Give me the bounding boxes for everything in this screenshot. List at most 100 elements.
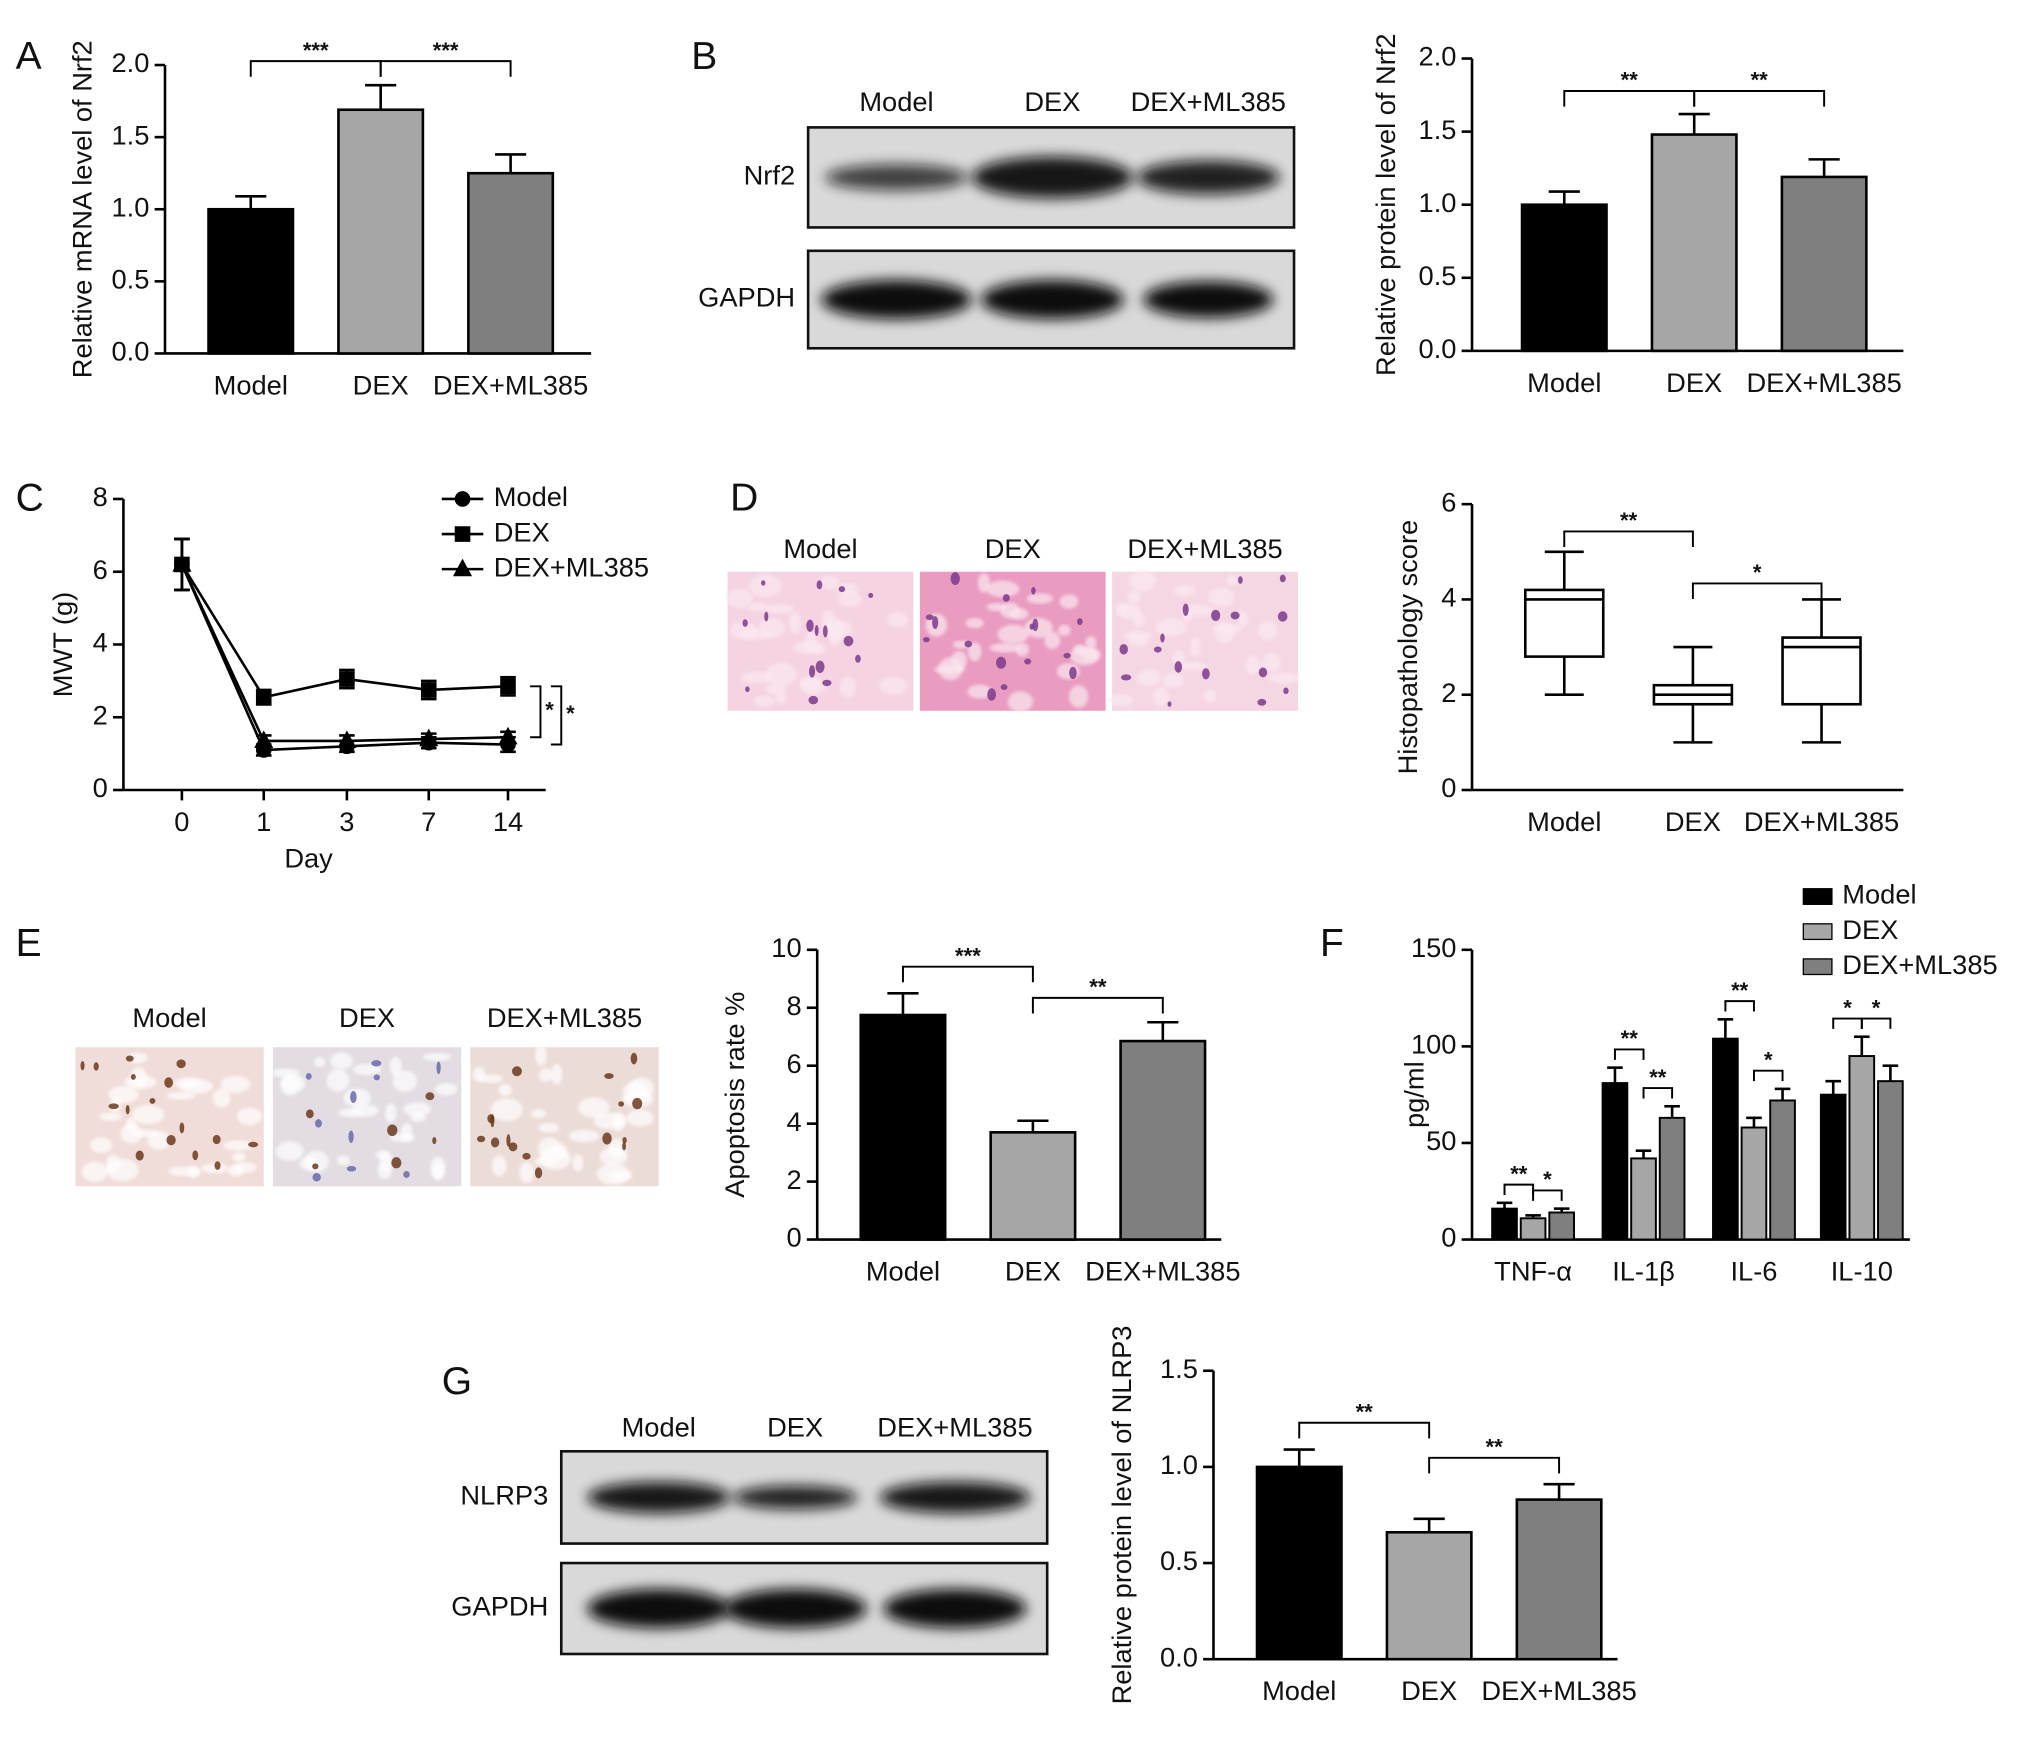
tissue-texture	[978, 573, 990, 593]
significance-label: **	[1089, 975, 1107, 1000]
legend-label: DEX+ML385	[494, 551, 649, 582]
tissue-texture	[336, 1155, 350, 1166]
tissue-texture	[578, 1097, 610, 1118]
cell-nucleus	[348, 1130, 354, 1143]
legend-marker	[454, 526, 471, 542]
bar	[1119, 1039, 1207, 1241]
panel-label: G	[442, 1360, 472, 1403]
cell-nucleus	[125, 1104, 130, 1115]
y-tick-label: 100	[1411, 1029, 1457, 1060]
significance-bracket	[530, 685, 542, 739]
significance-label: *	[566, 701, 575, 726]
point	[255, 689, 272, 706]
cell-nucleus	[391, 1157, 402, 1169]
cell-nucleus	[1160, 633, 1165, 643]
y-tick-label: 0.5	[1160, 1545, 1198, 1576]
tissue-texture	[491, 1155, 507, 1177]
x-tick-label: 14	[493, 806, 523, 837]
cell-nucleus	[1283, 687, 1289, 695]
cell-nucleus	[176, 1059, 186, 1069]
significance-bracket	[1563, 90, 1696, 107]
x-tick-label: DEX	[1666, 367, 1722, 398]
cell-nucleus	[387, 1124, 398, 1137]
lane-label: Model	[783, 533, 857, 564]
lane-label: DEX	[767, 1411, 823, 1442]
tissue-texture	[1059, 594, 1079, 609]
y-tick-label: 1.5	[112, 119, 150, 150]
tissue-texture	[99, 1112, 123, 1121]
panel-label: F	[1320, 922, 1344, 965]
cell-nucleus	[987, 688, 997, 701]
blot-band	[732, 1485, 858, 1510]
cell-nucleus	[425, 1092, 435, 1101]
tissue-texture	[236, 1107, 263, 1126]
y-tick-label: 6	[1441, 486, 1456, 517]
tissue-texture	[538, 1068, 553, 1082]
y-tick-label: 1.5	[1419, 114, 1457, 145]
y-tick-label: 0	[93, 772, 108, 803]
cell-nucleus	[506, 1134, 511, 1147]
significance-label: ***	[303, 38, 329, 63]
tissue-texture	[766, 603, 795, 614]
x-axis-label: Day	[284, 842, 333, 873]
bar	[1819, 1093, 1847, 1241]
tissue-texture	[753, 695, 775, 707]
y-tick-label: 1.0	[1160, 1449, 1198, 1480]
significance-label: *	[1872, 995, 1881, 1020]
tissue-texture	[490, 1098, 523, 1121]
tissue-texture	[531, 1109, 546, 1119]
cell-nucleus	[950, 572, 960, 586]
tissue-texture	[538, 1122, 560, 1133]
tissue-texture	[1208, 587, 1235, 607]
tissue-texture	[612, 1112, 625, 1132]
blot-band	[879, 1481, 1031, 1514]
y-tick-label: 1.0	[112, 191, 150, 222]
tissue-texture	[379, 1152, 393, 1171]
tissue-texture	[343, 1088, 372, 1108]
cell-nucleus	[403, 1170, 410, 1178]
legend-label: Model	[494, 481, 568, 512]
blot-band	[1143, 281, 1274, 318]
tissue-texture	[1024, 617, 1053, 638]
panel-label: B	[691, 35, 717, 78]
bar	[1491, 1207, 1518, 1241]
legend-marker	[454, 491, 471, 507]
bar	[467, 171, 555, 355]
blot-band	[587, 1481, 731, 1514]
cell-nucleus	[618, 1101, 625, 1107]
bar	[1515, 1498, 1603, 1661]
x-tick-label: DEX	[353, 369, 409, 400]
significance-bracket	[249, 60, 382, 77]
line	[180, 563, 509, 743]
tissue-texture	[1173, 584, 1196, 597]
significance-bracket	[1532, 1189, 1563, 1201]
cell-nucleus	[1230, 611, 1240, 620]
significance-bracket	[901, 965, 1034, 983]
cell-nucleus	[922, 637, 930, 643]
legend-swatch	[1802, 923, 1833, 941]
legend-label: DEX+ML385	[1842, 949, 1997, 980]
blot-band	[1136, 160, 1280, 195]
x-tick-label: Model	[866, 1256, 940, 1287]
x-tick-label: Model	[1262, 1675, 1336, 1706]
bar	[337, 108, 425, 355]
significance-bracket	[1724, 1000, 1755, 1012]
cell-nucleus	[1238, 576, 1243, 584]
point	[254, 730, 274, 749]
bar	[989, 1131, 1077, 1241]
bar	[1848, 1055, 1876, 1241]
x-tick-label: TNF-α	[1494, 1256, 1572, 1287]
tissue-texture	[304, 1150, 329, 1173]
tissue-texture	[187, 1166, 200, 1178]
y-axis-label: Relative mRNA level of Nrf2	[67, 40, 98, 378]
significance-bracket	[1298, 1421, 1431, 1439]
cell-nucleus	[925, 614, 934, 621]
tissue-texture	[626, 1109, 654, 1127]
point	[500, 678, 516, 695]
x-tick-label: DEX+ML385	[1085, 1256, 1240, 1287]
cell-nucleus	[476, 1135, 486, 1143]
tissue-texture	[1178, 661, 1208, 671]
significance-label: *	[1764, 1047, 1773, 1072]
bar	[1740, 1126, 1768, 1241]
